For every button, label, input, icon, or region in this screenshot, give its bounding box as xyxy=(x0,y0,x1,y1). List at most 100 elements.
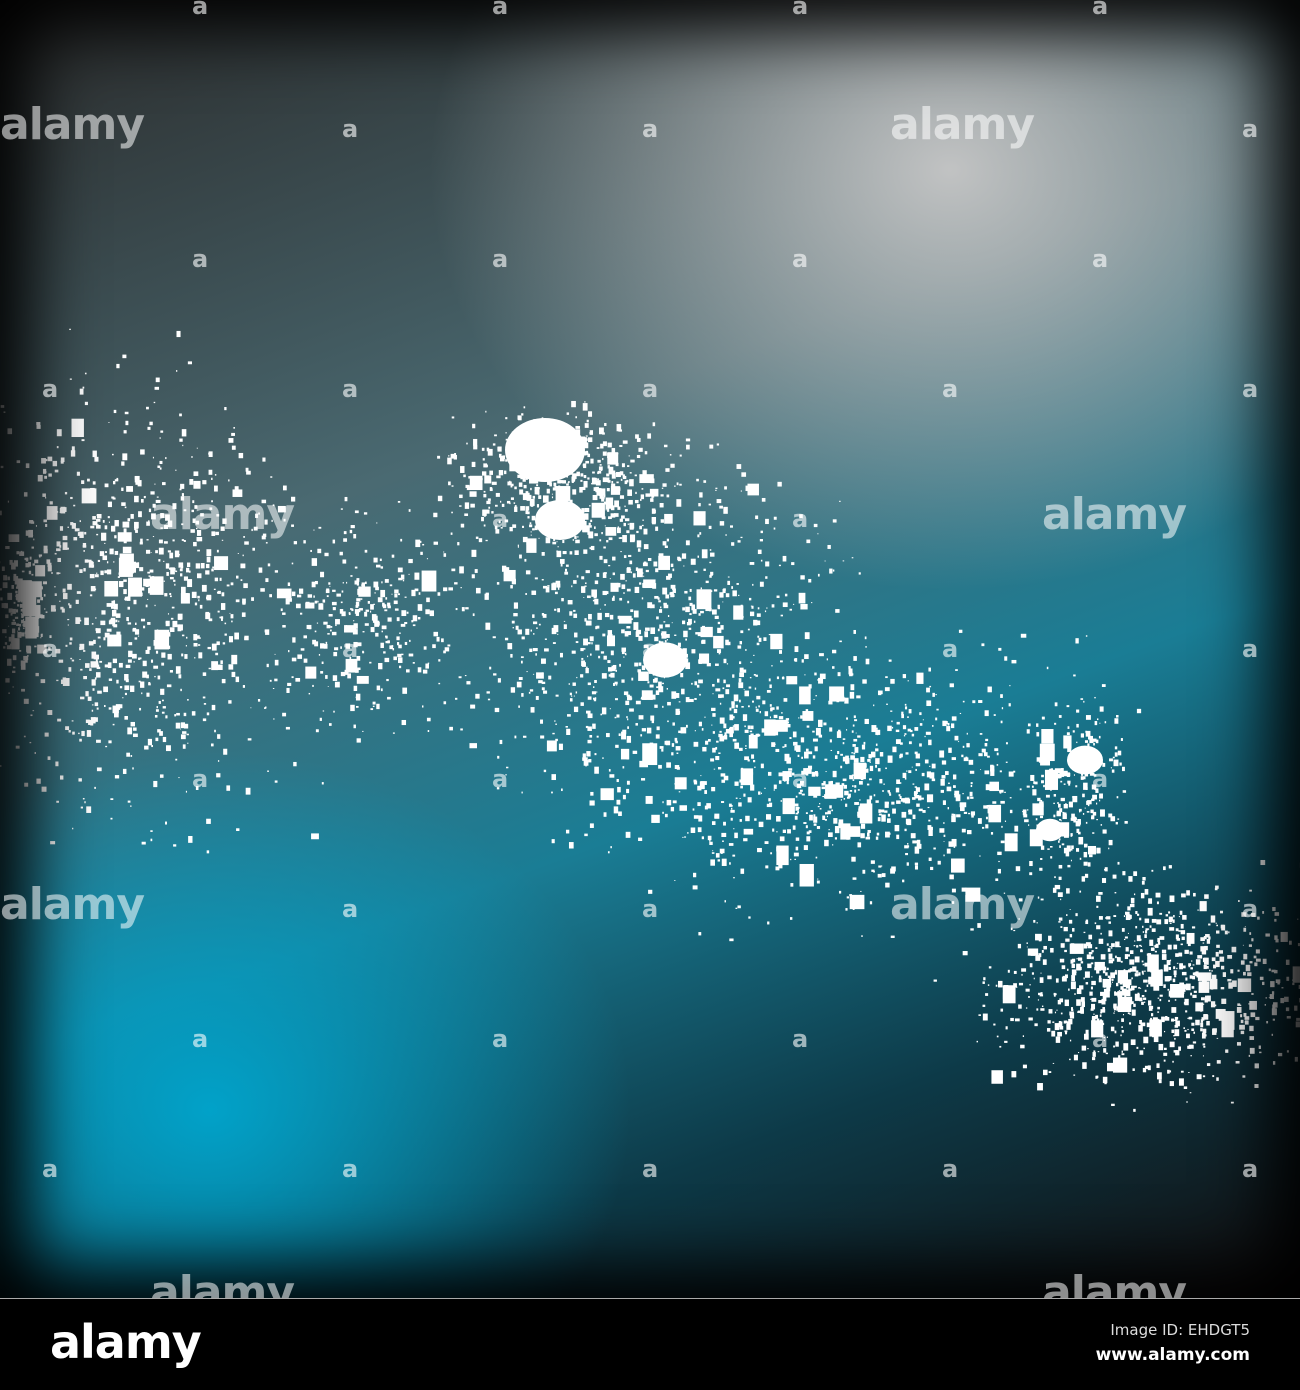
splatter-speck xyxy=(563,624,567,630)
splatter-speck xyxy=(629,525,634,530)
splatter-speck xyxy=(679,483,682,486)
splatter-speck xyxy=(635,723,638,726)
splatter-speck xyxy=(639,474,654,484)
splatter-speck xyxy=(658,600,661,603)
splatter-speck xyxy=(726,684,731,688)
splatter-speck xyxy=(844,697,849,704)
watermark-letter: a xyxy=(342,635,359,663)
splatter-speck xyxy=(272,504,275,507)
splatter-speck xyxy=(725,689,730,695)
splatter-speck xyxy=(291,524,294,527)
splatter-speck xyxy=(638,715,644,720)
splatter-speck xyxy=(718,752,721,754)
splatter-speck xyxy=(771,604,775,608)
splatter-speck xyxy=(532,648,538,652)
splatter-speck xyxy=(777,481,782,487)
splatter-speck xyxy=(104,525,108,530)
splatter-speck xyxy=(624,631,629,637)
splatter-speck xyxy=(719,505,723,509)
splatter-speck xyxy=(738,682,744,689)
splatter-speck xyxy=(122,354,127,359)
splatter-speck xyxy=(703,480,707,483)
splatter-speck xyxy=(1008,771,1014,777)
splatter-speck xyxy=(42,493,46,497)
splatter-speck xyxy=(750,733,754,737)
splatter-speck xyxy=(94,456,99,462)
splatter-speck xyxy=(526,671,528,673)
splatter-speck xyxy=(650,715,655,721)
splatter-speck xyxy=(914,786,918,788)
splatter-speck xyxy=(728,803,732,807)
splatter-speck xyxy=(867,829,871,833)
splatter-speck xyxy=(732,738,737,742)
splatter-speck xyxy=(208,667,211,670)
splatter-speck xyxy=(663,444,668,448)
splatter-speck xyxy=(165,514,170,521)
splatter-speck xyxy=(522,735,527,738)
splatter-speck xyxy=(755,515,759,520)
splatter-speck xyxy=(175,758,178,761)
splatter-speck xyxy=(583,648,586,650)
splatter-speck xyxy=(150,552,152,553)
splatter-speck xyxy=(181,523,184,526)
splatter-speck xyxy=(483,463,488,468)
splatter-speck xyxy=(60,679,65,685)
splatter-speck xyxy=(505,417,508,420)
splatter-speck xyxy=(557,608,561,613)
splatter-speck xyxy=(800,737,805,743)
splatter-speck xyxy=(694,681,698,686)
splatter-speck xyxy=(580,674,584,678)
splatter-speck xyxy=(738,678,742,683)
splatter-speck xyxy=(697,534,700,538)
splatter-speck xyxy=(518,482,523,487)
watermark-letter: a xyxy=(942,375,959,403)
splatter-speck xyxy=(915,768,917,771)
splatter-speck xyxy=(123,539,127,544)
splatter-speck xyxy=(580,473,584,477)
splatter-speck xyxy=(637,669,642,673)
splatter-speck xyxy=(734,781,739,786)
splatter-speck xyxy=(24,782,29,787)
splatter-speck xyxy=(853,752,856,755)
splatter-speck xyxy=(155,737,159,742)
splatter-speck xyxy=(81,439,85,442)
splatter-speck xyxy=(890,678,895,684)
splatter-speck xyxy=(88,719,93,725)
splatter-speck xyxy=(146,674,149,679)
splatter-speck xyxy=(606,473,610,477)
splatter-speck xyxy=(674,634,677,636)
splatter-speck xyxy=(148,575,151,577)
splatter-speck xyxy=(824,560,826,562)
splatter-speck xyxy=(704,790,708,794)
splatter-speck xyxy=(147,426,151,430)
splatter-speck xyxy=(826,658,829,661)
splatter-speck xyxy=(665,624,670,628)
splatter-speck xyxy=(639,582,642,585)
splatter-speck xyxy=(1035,818,1038,821)
splatter-speck xyxy=(666,575,671,580)
splatter-speck xyxy=(739,819,742,822)
splatter-speck xyxy=(79,388,84,395)
splatter-speck xyxy=(722,687,725,690)
splatter-speck xyxy=(538,623,541,626)
splatter-speck xyxy=(79,643,85,650)
splatter-speck xyxy=(35,525,38,527)
splatter-speck xyxy=(640,675,645,681)
splatter-speck xyxy=(648,477,652,480)
splatter-speck xyxy=(626,626,631,629)
splatter-speck xyxy=(147,738,153,746)
splatter-speck xyxy=(603,559,608,564)
splatter-speck xyxy=(649,585,651,587)
splatter-speck xyxy=(128,650,133,658)
splatter-speck xyxy=(635,567,639,571)
splatter-speck xyxy=(226,584,230,587)
splatter-speck xyxy=(587,726,592,731)
splatter-speck xyxy=(629,708,634,712)
splatter-speck xyxy=(530,707,535,713)
splatter-speck xyxy=(896,800,901,804)
website-link[interactable]: www.alamy.com xyxy=(1095,1345,1250,1365)
splatter-speck xyxy=(630,459,635,463)
splatter-speck xyxy=(594,753,597,756)
splatter-speck xyxy=(748,686,752,689)
splatter-speck xyxy=(322,599,326,603)
